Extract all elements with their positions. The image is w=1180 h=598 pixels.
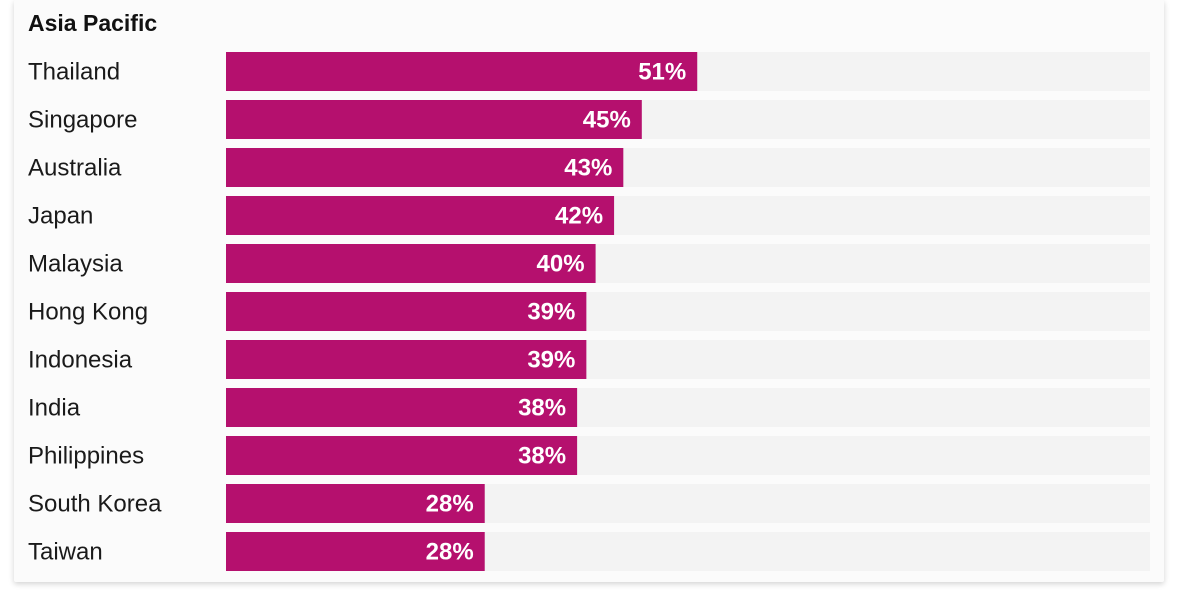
value-label: 42% bbox=[555, 203, 603, 230]
bar-row: Japan 42% bbox=[28, 196, 1150, 235]
bar bbox=[226, 196, 615, 235]
category-label: Singapore bbox=[28, 107, 137, 134]
bar-row: India 38% bbox=[28, 388, 1150, 427]
bar-row: Indonesia 39% bbox=[28, 340, 1150, 379]
value-label: 28% bbox=[426, 539, 474, 566]
category-label: Indonesia bbox=[28, 347, 133, 374]
value-label: 39% bbox=[527, 299, 575, 326]
category-label: Australia bbox=[28, 155, 122, 182]
bar bbox=[226, 484, 485, 523]
chart-title: Asia Pacific bbox=[28, 10, 158, 36]
bar-row: Taiwan 28% bbox=[28, 532, 1150, 571]
value-label: 28% bbox=[426, 491, 474, 518]
bar-row: Philippines 38% bbox=[28, 436, 1150, 475]
bar-row: Thailand 51% bbox=[28, 52, 1150, 91]
value-label: 40% bbox=[537, 251, 585, 278]
value-label: 43% bbox=[564, 155, 612, 182]
value-label: 39% bbox=[527, 347, 575, 374]
category-label: Japan bbox=[28, 203, 93, 230]
bar-row: Australia 43% bbox=[28, 148, 1150, 187]
category-label: Hong Kong bbox=[28, 299, 148, 326]
bar bbox=[226, 244, 596, 283]
value-label: 51% bbox=[638, 59, 686, 86]
bar bbox=[226, 148, 624, 187]
category-label: Malaysia bbox=[28, 251, 123, 278]
chart-card: Asia Pacific Thailand 51% Singapore 45% Aust… bbox=[14, 0, 1164, 582]
bar-row: Singapore 45% bbox=[28, 100, 1150, 139]
bar bbox=[226, 292, 587, 331]
category-label: South Korea bbox=[28, 491, 162, 518]
category-label: Thailand bbox=[28, 59, 120, 86]
bar bbox=[226, 52, 698, 91]
bar-chart: Thailand 51% Singapore 45% Australia 43% Japan… bbox=[28, 52, 1150, 571]
bar-row: Malaysia 40% bbox=[28, 244, 1150, 283]
bar bbox=[226, 100, 642, 139]
value-label: 45% bbox=[583, 107, 631, 134]
bar-row: Hong Kong 39% bbox=[28, 292, 1150, 331]
value-label: 38% bbox=[518, 443, 566, 470]
bar bbox=[226, 340, 587, 379]
category-label: Taiwan bbox=[28, 539, 103, 566]
category-label: India bbox=[28, 395, 81, 422]
category-label: Philippines bbox=[28, 443, 144, 470]
bar bbox=[226, 436, 578, 475]
bar-row: South Korea 28% bbox=[28, 484, 1150, 523]
value-label: 38% bbox=[518, 395, 566, 422]
bar bbox=[226, 388, 578, 427]
bar bbox=[226, 532, 485, 571]
